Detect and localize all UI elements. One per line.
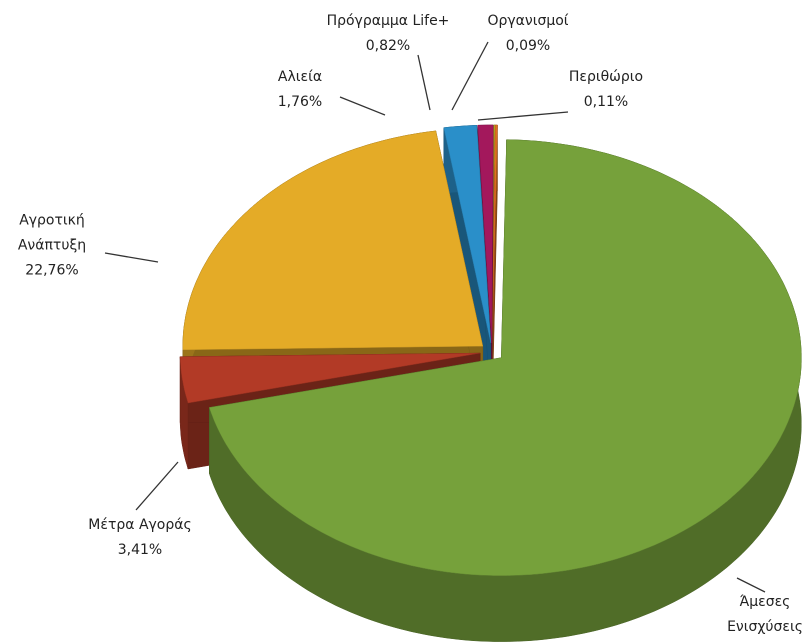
leader-line	[736, 577, 766, 593]
category-label: Άμεσες Ενισχύσεις	[727, 594, 803, 635]
slice	[477, 124, 494, 344]
leader-line	[339, 96, 386, 116]
slice	[208, 139, 802, 576]
slice-label: Μέτρα Αγοράς 3,41%	[75, 513, 205, 563]
leader-line	[417, 54, 431, 111]
category-label: Μέτρα Αγοράς	[88, 517, 192, 533]
value-label: 0,11%	[583, 94, 629, 110]
slice	[179, 352, 481, 404]
value-label: 22,76%	[25, 262, 79, 279]
value-label: 1,76%	[277, 94, 323, 110]
category-label: Οργανισμοί	[487, 13, 569, 29]
leader-line	[451, 41, 489, 111]
leader-line	[135, 461, 179, 511]
slice-label: Οργανισμοί 0,09%	[463, 9, 593, 59]
slice	[182, 130, 484, 351]
slice-label: Περιθώριο 0,11%	[541, 65, 671, 115]
slice	[491, 124, 498, 344]
category-label: Πρόγραμμα Life+	[326, 13, 450, 29]
category-label: Αγροτική Ανάπτυξη	[17, 212, 87, 254]
slice	[443, 125, 492, 344]
slice-label: Αγροτική Ανάπτυξη 22,76%	[0, 209, 117, 284]
leader-line	[104, 252, 159, 263]
leader-line	[477, 111, 569, 121]
value-label: 0,82%	[365, 38, 411, 54]
value-label: 0,09%	[505, 38, 551, 54]
slice-label: Άμεσες Ενισχύσεις	[720, 590, 810, 640]
slice-label: Πρόγραμμα Life+ 0,82%	[323, 9, 453, 59]
category-label: Αλιεία	[277, 69, 323, 85]
value-label: 3,41%	[117, 542, 163, 558]
slice-label: Αλιεία 1,76%	[235, 65, 365, 115]
category-label: Περιθώριο	[568, 69, 644, 85]
